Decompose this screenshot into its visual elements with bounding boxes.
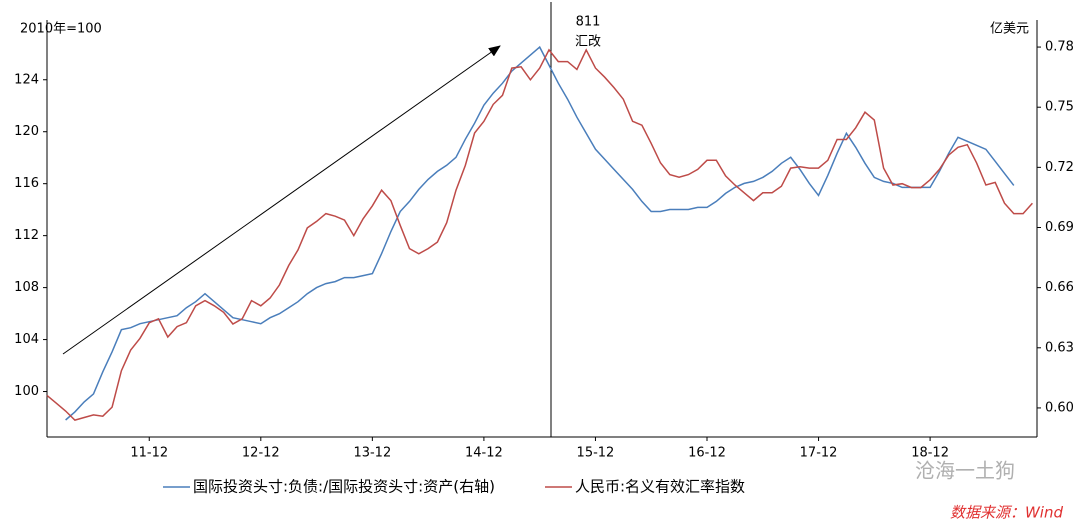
y2-tick-label: 0.69 xyxy=(1045,220,1074,235)
y-tick-label: 100 xyxy=(14,384,39,399)
watermark: 沧海一土狗 xyxy=(915,459,1015,483)
y-tick-label: 116 xyxy=(14,176,39,191)
source: 数据来源：Wind xyxy=(950,504,1064,522)
legend-label: 人民币:名义有效汇率指数 xyxy=(575,478,745,496)
y2-tick-label: 0.72 xyxy=(1045,160,1074,175)
y2-tick-label: 0.78 xyxy=(1045,40,1074,55)
annotation-subtext: 汇改 xyxy=(575,35,601,50)
y2-tick-label: 0.60 xyxy=(1045,400,1074,415)
y-axis-label: 2010年=100 xyxy=(20,22,102,37)
x-tick-label: 11-12 xyxy=(130,446,168,461)
series-line xyxy=(65,45,1015,421)
y-tick-label: 124 xyxy=(14,72,39,87)
series-line xyxy=(46,48,1033,421)
annotation-text: 811 xyxy=(576,15,601,30)
x-tick-label: 18-12 xyxy=(911,446,949,461)
trend-arrow xyxy=(62,45,501,355)
x-tick-label: 16-12 xyxy=(688,446,726,461)
x-tick-label: 13-12 xyxy=(353,446,391,461)
y2-tick-label: 0.75 xyxy=(1045,100,1074,115)
x-tick-label: 14-12 xyxy=(465,446,503,461)
y-tick-label: 120 xyxy=(14,124,39,139)
y2-tick-label: 0.63 xyxy=(1045,340,1074,355)
legend-label: 国际投资头寸:负债:/国际投资头寸:资产(右轴) xyxy=(193,478,495,496)
y2-tick-label: 0.66 xyxy=(1045,280,1074,295)
y-tick-label: 108 xyxy=(14,280,39,295)
x-tick-label: 17-12 xyxy=(800,446,838,461)
y2-axis-label: 亿美元 xyxy=(990,22,1029,37)
y-tick-label: 104 xyxy=(14,332,39,347)
x-tick-label: 12-12 xyxy=(242,446,280,461)
y-tick-label: 112 xyxy=(14,228,39,243)
x-tick-label: 15-12 xyxy=(577,446,615,461)
